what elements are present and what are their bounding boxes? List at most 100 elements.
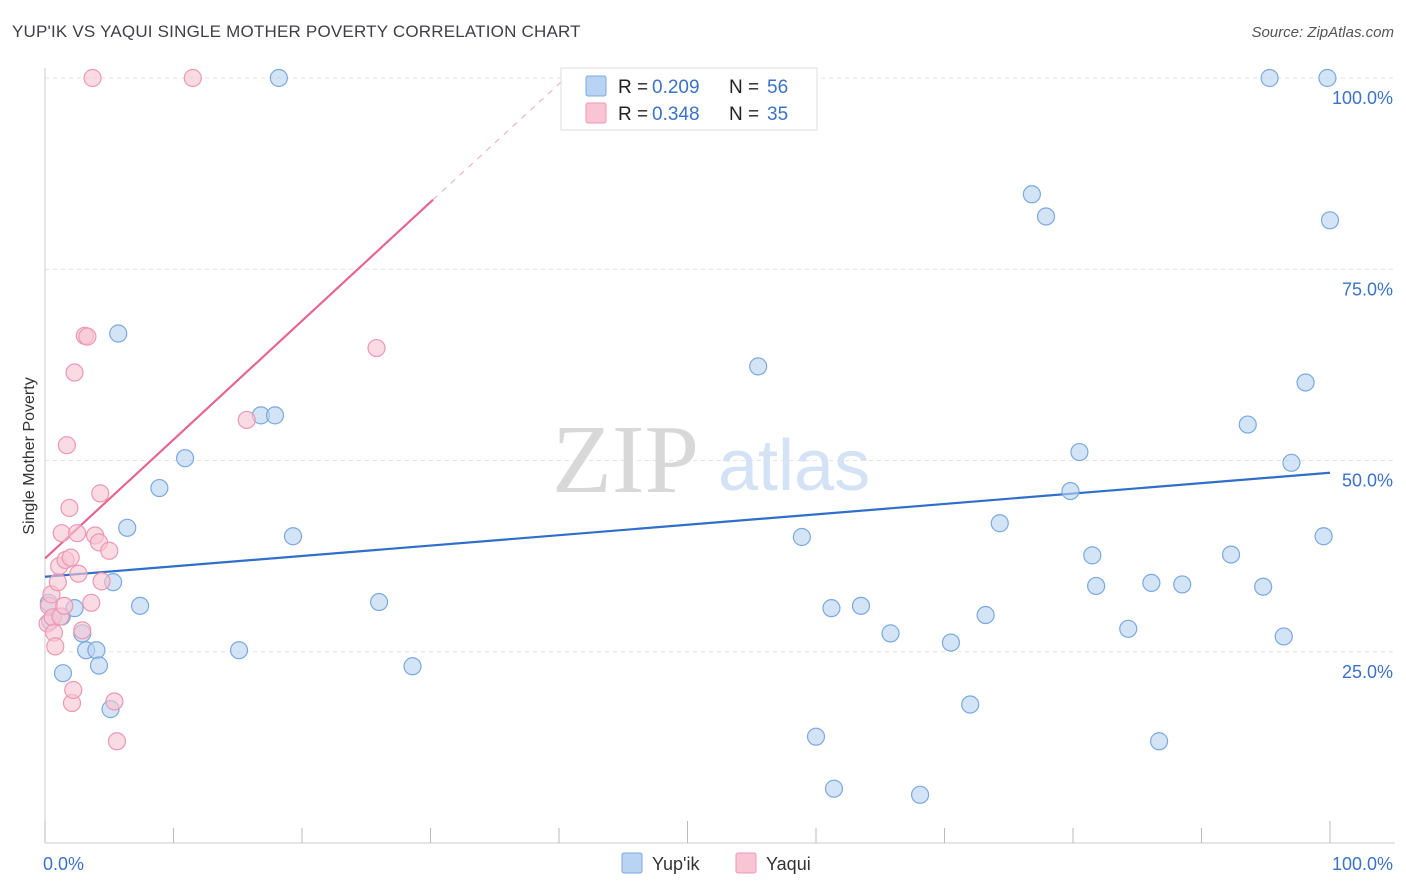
series-legend: Yup'ik Yaqui <box>621 852 811 874</box>
point-yupik-28 <box>851 596 871 615</box>
point-yupik-39 <box>1083 546 1102 565</box>
point-yupik-37 <box>1061 482 1080 501</box>
point-yupik-25 <box>806 727 826 746</box>
point-yupik-7 <box>87 641 106 660</box>
point-yaqui-32 <box>183 68 202 88</box>
point-yupik-14 <box>150 478 169 498</box>
point-yupik-32 <box>961 695 980 714</box>
correlation-legend: R = 0.209 N = 56 R = 0.348 N = 35 <box>560 67 818 131</box>
point-yaqui-22 <box>78 327 97 346</box>
legend-yupik-n-value: 56 <box>767 77 788 98</box>
y-tick-label-75: 75.0% <box>1342 279 1393 299</box>
point-yaqui-33 <box>237 410 256 430</box>
point-yupik-3 <box>53 664 73 683</box>
legend-yupik-r-value: 0.209 <box>652 77 700 98</box>
point-yupik-38 <box>1070 442 1089 462</box>
legend-yaqui-n-label: N = <box>729 104 759 125</box>
point-yaqui-13 <box>60 498 79 518</box>
point-yaqui-30 <box>105 692 124 711</box>
legend-yaqui-r-value: 0.348 <box>652 104 700 125</box>
y-tick-label-50: 50.0% <box>1342 471 1393 491</box>
point-yupik-21 <box>370 592 389 612</box>
point-yupik-24 <box>792 527 811 547</box>
bottom-legend-swatch-yaqui <box>735 852 757 874</box>
watermark-atlas: atlas <box>718 426 870 506</box>
bottom-legend-yaqui: Yaqui <box>766 854 811 874</box>
point-yupik-35 <box>1022 185 1041 204</box>
point-yupik-33 <box>976 605 995 625</box>
y-axis-label: Single Mother Poverty <box>21 377 38 534</box>
point-yaqui-27 <box>91 484 110 503</box>
point-yupik-46 <box>1238 415 1257 434</box>
point-yupik-26 <box>822 599 841 618</box>
point-yaqui-19 <box>69 564 88 583</box>
x-tick-label-0: 0.0% <box>43 854 84 874</box>
point-yupik-47 <box>1254 577 1273 596</box>
point-yupik-30 <box>910 785 930 804</box>
point-yupik-50 <box>1282 453 1301 472</box>
point-yaqui-5 <box>46 637 65 656</box>
point-yaqui-17 <box>65 363 84 382</box>
point-yupik-54 <box>1320 211 1340 230</box>
gridlines <box>45 77 1395 653</box>
point-yaqui-9 <box>52 524 71 543</box>
chart-title: YUP'IK VS YAQUI SINGLE MOTHER POVERTY CO… <box>12 22 581 41</box>
point-yupik-48 <box>1260 68 1279 88</box>
point-yupik-53 <box>1314 527 1333 546</box>
point-yaqui-10 <box>55 596 74 615</box>
y-tick-label-25: 25.0% <box>1342 662 1393 682</box>
x-tick-label-100: 100.0% <box>1332 854 1393 874</box>
point-yupik-22 <box>403 657 422 676</box>
point-yupik-45 <box>1221 545 1241 564</box>
trendlines <box>44 77 1331 578</box>
point-yupik-44 <box>1173 575 1192 594</box>
point-yupik-19 <box>269 68 288 88</box>
point-yupik-41 <box>1119 619 1138 638</box>
point-yaqui-24 <box>83 68 102 88</box>
point-yaqui-29 <box>100 541 119 560</box>
point-yupik-13 <box>130 596 150 615</box>
point-yupik-23 <box>749 357 768 376</box>
point-yupik-51 <box>1296 373 1315 392</box>
legend-swatch-yupik <box>585 75 607 97</box>
point-yupik-40 <box>1087 576 1106 596</box>
point-yupik-18 <box>265 406 285 425</box>
trendline-yaqui-extension <box>432 77 566 201</box>
legend-yupik-n-label: N = <box>729 77 759 98</box>
point-yupik-29 <box>881 624 900 643</box>
trendline-yupik <box>44 471 1331 578</box>
point-yaqui-23 <box>82 593 101 612</box>
tick-labels: 25.0% 50.0% 75.0% 100.0% 0.0% 100.0% <box>43 88 1393 874</box>
point-yaqui-14 <box>61 548 80 567</box>
point-yaqui-16 <box>64 680 83 700</box>
point-yupik-31 <box>941 633 961 652</box>
legend-yaqui-n-value: 35 <box>767 104 788 125</box>
legend-yupik-r-label: R = <box>618 77 648 98</box>
scatter-points <box>38 68 1340 804</box>
point-yaqui-6 <box>48 573 67 592</box>
point-yupik-8 <box>89 656 109 675</box>
point-yupik-52 <box>1318 68 1337 88</box>
legend-swatch-yaqui <box>585 102 607 124</box>
point-yaqui-18 <box>68 524 87 543</box>
point-yupik-34 <box>990 514 1009 533</box>
point-yupik-12 <box>118 518 137 537</box>
bottom-legend-yupik: Yup'ik <box>652 854 700 874</box>
point-yaqui-12 <box>57 436 76 455</box>
point-yupik-11 <box>109 324 128 343</box>
point-yaqui-20 <box>73 621 92 640</box>
point-yupik-42 <box>1142 573 1161 593</box>
point-yupik-15 <box>175 449 195 468</box>
point-yaqui-34 <box>367 338 386 358</box>
bottom-legend-swatch-yupik <box>621 852 643 874</box>
point-yaqui-28 <box>92 572 111 591</box>
watermark-zip: ZIP <box>552 406 699 514</box>
point-yupik-49 <box>1274 627 1293 646</box>
legend-yaqui-r-label: R = <box>618 104 648 125</box>
y-tick-label-100: 100.0% <box>1332 88 1393 108</box>
point-yupik-43 <box>1149 732 1169 751</box>
trendline-yaqui <box>44 198 434 560</box>
point-yupik-36 <box>1036 207 1056 226</box>
point-yaqui-31 <box>107 732 127 751</box>
